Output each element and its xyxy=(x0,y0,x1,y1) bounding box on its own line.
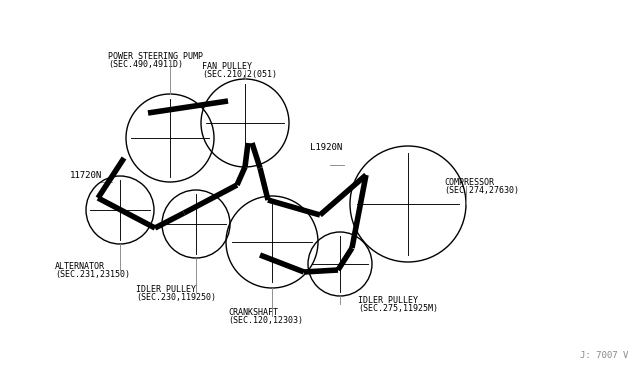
Text: 11720N: 11720N xyxy=(70,170,102,180)
Text: CRANKSHAFT: CRANKSHAFT xyxy=(228,308,278,317)
Text: L1920N: L1920N xyxy=(310,144,342,153)
Text: (SEC.231,23150): (SEC.231,23150) xyxy=(55,270,130,279)
Text: (SEC.490,4911D): (SEC.490,4911D) xyxy=(108,60,183,69)
Text: (SEC.230,119250): (SEC.230,119250) xyxy=(136,293,216,302)
Text: IDLER PULLEY: IDLER PULLEY xyxy=(358,296,418,305)
Text: (SEC.120,12303): (SEC.120,12303) xyxy=(228,316,303,325)
Text: J: 7007 V: J: 7007 V xyxy=(580,351,628,360)
Text: COMPRESSOR: COMPRESSOR xyxy=(444,178,494,187)
Text: POWER STEERING PUMP: POWER STEERING PUMP xyxy=(108,52,203,61)
Text: (SEC.210,2(051): (SEC.210,2(051) xyxy=(202,70,277,79)
Text: (SEC.275,11925M): (SEC.275,11925M) xyxy=(358,304,438,313)
Text: FAN PULLEY: FAN PULLEY xyxy=(202,62,252,71)
Text: (SEC.274,27630): (SEC.274,27630) xyxy=(444,186,519,195)
Text: IDLER PULLEY: IDLER PULLEY xyxy=(136,285,196,294)
Text: ALTERNATOR: ALTERNATOR xyxy=(55,262,105,271)
